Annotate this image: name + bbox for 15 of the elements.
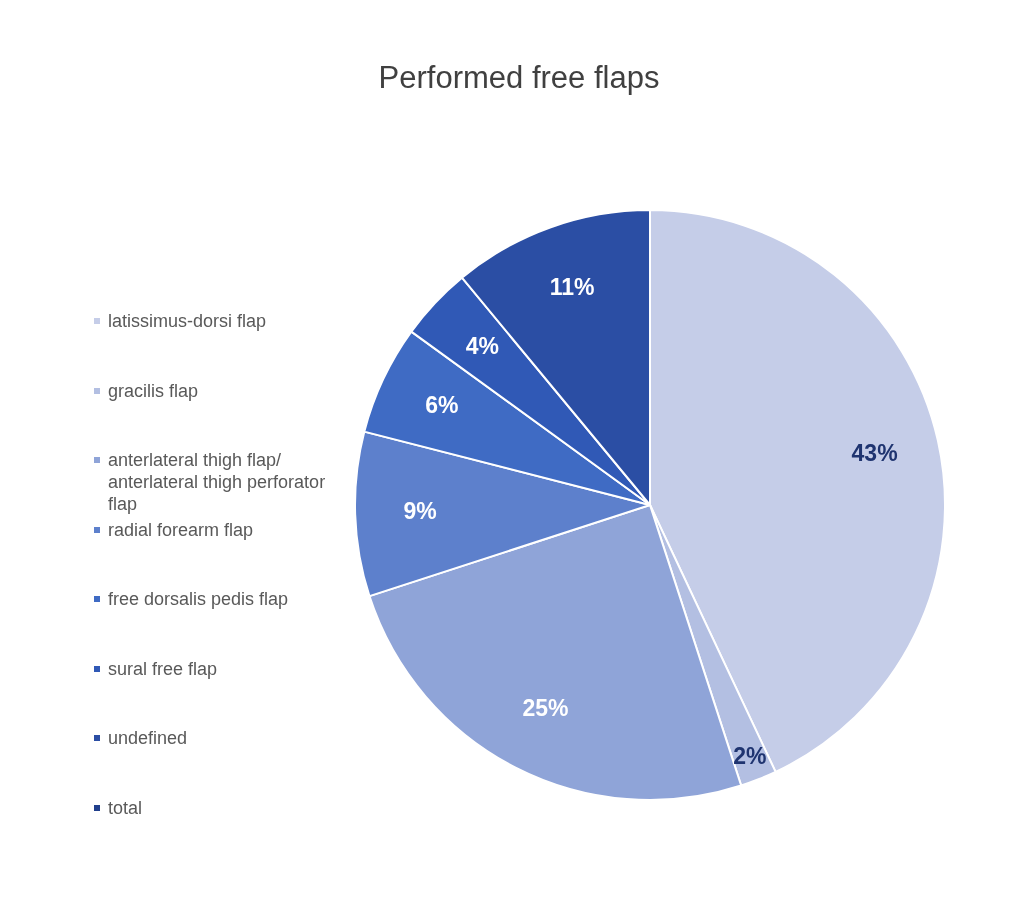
- legend-label: latissimus-dorsi flap: [108, 310, 267, 332]
- legend-label: radial forearm flap: [108, 518, 254, 541]
- data-label: 9%: [403, 497, 437, 524]
- legend-label: undefined: [108, 727, 188, 749]
- data-label: 25%: [522, 695, 569, 722]
- data-label: 43%: [851, 440, 898, 467]
- legend-label: free dorsalis pedis flap: [108, 588, 289, 610]
- legend-label: gracilis flap: [108, 379, 199, 402]
- legend-label: total: [108, 796, 143, 819]
- chart-title: Performed free flaps: [377, 60, 661, 96]
- data-label: 11%: [549, 273, 595, 300]
- data-label: 6%: [425, 392, 459, 419]
- legend-label: sural free flap: [108, 657, 218, 680]
- data-label: 4%: [465, 332, 499, 359]
- data-label: 2%: [733, 742, 767, 769]
